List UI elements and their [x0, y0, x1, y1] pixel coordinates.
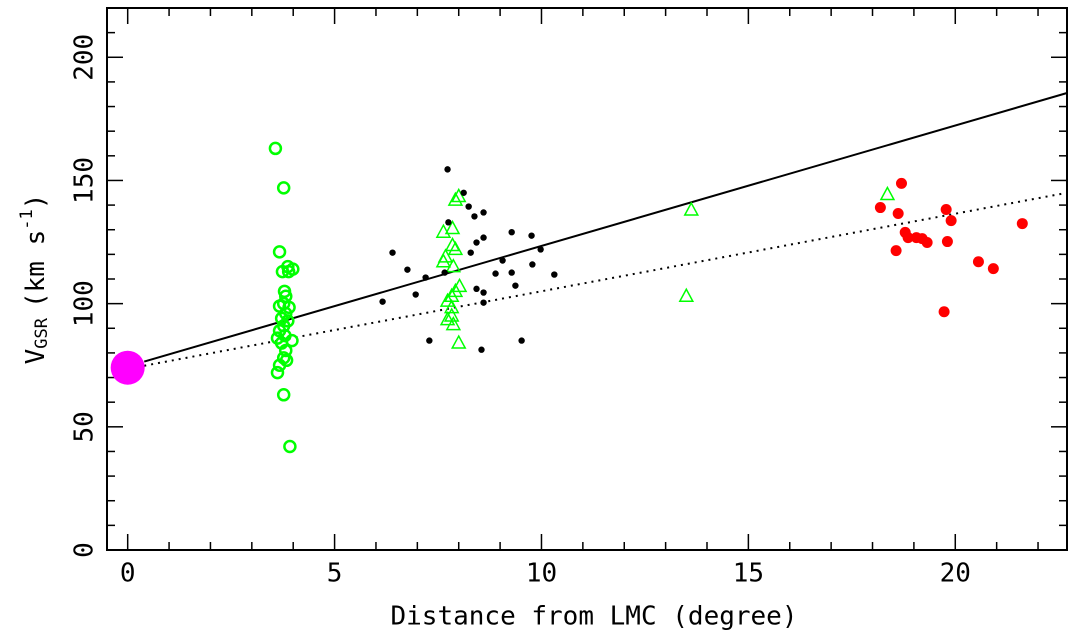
point	[443, 299, 460, 314]
point	[874, 202, 886, 214]
point	[450, 334, 467, 349]
point	[465, 203, 472, 210]
point	[473, 285, 480, 293]
point	[272, 358, 287, 372]
point	[508, 228, 515, 236]
plot-frame	[106, 7, 1068, 551]
point	[270, 365, 285, 380]
x-tick-label: 10	[526, 559, 557, 589]
point	[467, 249, 474, 256]
point	[473, 239, 480, 246]
point	[471, 213, 478, 220]
y-label-close: )	[21, 194, 51, 210]
point	[940, 204, 952, 216]
point	[426, 337, 433, 344]
point	[110, 350, 145, 385]
point	[379, 298, 386, 305]
point	[447, 191, 464, 206]
point	[492, 270, 499, 277]
point	[528, 232, 535, 239]
point	[499, 257, 506, 264]
point	[445, 316, 462, 331]
x-tick-label: 5	[327, 559, 343, 589]
y-tick-label: 150	[70, 157, 100, 204]
point	[678, 287, 695, 302]
y-tick-label: 200	[70, 34, 100, 81]
point	[879, 185, 896, 201]
point	[537, 246, 544, 253]
x-tick-label: 20	[940, 559, 971, 589]
point	[276, 388, 291, 402]
point	[480, 289, 487, 296]
y-tick-label: 50	[70, 411, 100, 442]
point	[518, 337, 525, 344]
point	[439, 292, 456, 307]
point	[268, 141, 283, 156]
y-tick-label: 0	[70, 542, 100, 558]
point	[283, 439, 297, 454]
point	[389, 249, 396, 256]
point	[945, 215, 957, 227]
point	[512, 282, 519, 289]
point	[941, 236, 953, 248]
y-label-sub: GSR	[32, 317, 52, 348]
point	[895, 177, 907, 189]
point	[439, 311, 456, 326]
point	[444, 166, 451, 173]
point	[987, 263, 999, 275]
x-tick-label: 0	[120, 559, 136, 589]
point	[272, 245, 287, 259]
point	[921, 237, 933, 249]
fit-line	[144, 191, 1068, 367]
x-tick-label: 15	[733, 559, 764, 589]
point	[480, 209, 487, 216]
point	[480, 299, 487, 306]
point	[902, 232, 914, 244]
point	[435, 253, 452, 268]
point	[478, 346, 485, 353]
point	[938, 306, 950, 318]
point	[444, 219, 461, 235]
point	[274, 311, 289, 326]
point	[281, 259, 295, 274]
point	[445, 219, 452, 226]
point	[412, 291, 419, 298]
point	[972, 256, 984, 268]
y-tick-label: 100	[70, 280, 100, 327]
point	[480, 234, 487, 241]
point	[422, 274, 429, 281]
y-label-sup: -1	[17, 209, 37, 229]
point	[551, 271, 558, 278]
point	[683, 201, 700, 216]
x-axis-label: Distance from LMC (degree)	[391, 602, 798, 632]
point	[890, 245, 902, 257]
y-axis-label: VGSR (km s-1)	[17, 194, 52, 365]
point	[529, 261, 536, 268]
point	[435, 223, 452, 238]
point	[276, 181, 291, 195]
point	[508, 269, 515, 276]
point	[441, 269, 448, 276]
point	[460, 189, 467, 196]
point	[892, 207, 904, 219]
point	[445, 258, 462, 273]
point	[1016, 218, 1028, 230]
y-label-unit: (km s	[21, 230, 51, 308]
point	[404, 266, 411, 273]
fit-line	[143, 92, 1068, 363]
y-label-main: V	[21, 349, 51, 365]
point	[447, 240, 464, 256]
